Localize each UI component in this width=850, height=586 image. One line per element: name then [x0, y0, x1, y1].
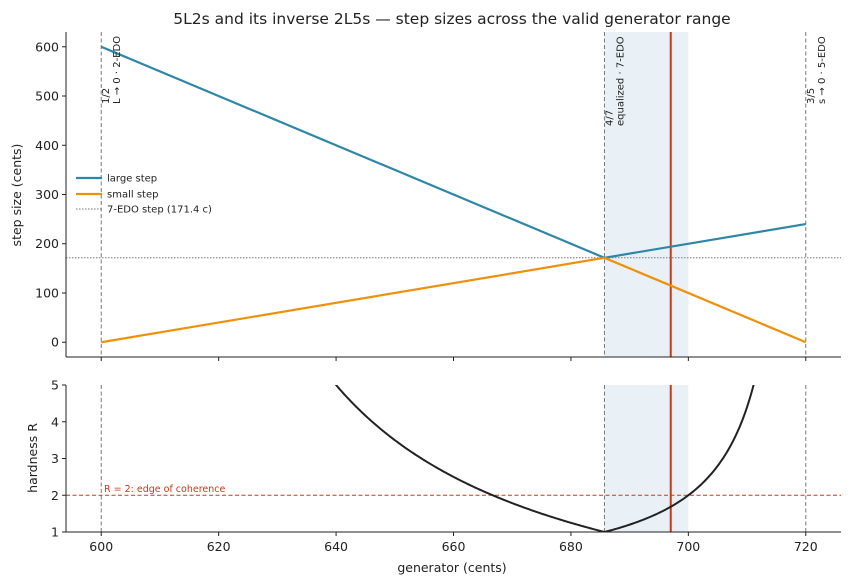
hardness-curve: [334, 385, 755, 532]
x-tick-label: 720: [794, 539, 818, 554]
bottom-panel: 1 2 3 4 5 600 620 640 660 680 700 720 R = 2: edge …: [25, 378, 841, 575]
legend-label-small-step: small step: [107, 190, 158, 201]
marker-note-label: s → 0 · 5-EDO: [817, 36, 828, 104]
top-y-axis-label: step size (cents): [9, 144, 24, 247]
x-tick-label: 620: [207, 539, 231, 554]
y-tick-label-bottom: 4: [51, 414, 59, 429]
legend-label-7edo: 7-EDO step (171.4 c): [107, 205, 212, 216]
y-tick-label-bottom: 5: [51, 378, 59, 393]
y-tick-label: 0: [51, 335, 59, 350]
y-tick-label: 500: [35, 89, 59, 104]
bottom-y-ticks: 1 2 3 4 5: [51, 378, 66, 540]
marker-ratio-label: 1/2: [101, 88, 112, 104]
marker-note-label: L → 0 · 2-EDO: [112, 36, 123, 104]
y-tick-label: 400: [35, 138, 59, 153]
bottom-x-ticks: 600 620 640 660 680 700 720: [89, 532, 818, 554]
marker-ratio-label: 3/5: [806, 88, 817, 104]
x-tick-label: 640: [324, 539, 348, 554]
top-y-ticks: 0 100 200 300 400 500 600: [35, 39, 66, 350]
top-x-ticks: [100, 357, 807, 361]
series-line-small-step: [101, 256, 807, 344]
y-tick-label-bottom: 3: [51, 451, 59, 466]
y-tick-label: 300: [35, 187, 59, 202]
coherence-label: R = 2: edge of coherence: [104, 484, 225, 495]
x-axis-label: generator (cents): [397, 560, 506, 575]
x-tick-label: 660: [442, 539, 466, 554]
y-tick-label-bottom: 2: [51, 488, 59, 503]
shaded-band-bottom: [604, 385, 689, 532]
x-tick-label: 680: [559, 539, 583, 554]
marker-ratio-label: 4/7: [604, 110, 615, 126]
y-tick-label: 100: [35, 285, 59, 300]
marker-note-label: equalized · 7-EDO: [615, 36, 626, 126]
x-tick-label: 700: [676, 539, 700, 554]
series-line-large-step: [100, 45, 806, 259]
y-tick-label: 600: [35, 39, 59, 54]
legend-label-large-step: large step: [107, 174, 157, 185]
y-tick-label: 200: [35, 236, 59, 251]
top-panel: 0 100 200 300 400 500 600 1/2 L → 0 · 2-EDO 4/7 e…: [9, 32, 841, 361]
legend: large step small step 7-EDO step (171.4 …: [76, 174, 212, 216]
x-tick-label: 600: [89, 539, 113, 554]
y-tick-label-bottom: 1: [51, 525, 59, 540]
bottom-y-axis-label: hardness R: [25, 423, 40, 493]
marker-labels: 1/2 L → 0 · 2-EDO 4/7 equalized · 7-EDO 3/5 s…: [101, 36, 828, 126]
chart-title: 5L2s and its inverse 2L5s — step sizes a…: [173, 10, 730, 28]
marker-lines-bottom: [100, 385, 807, 532]
shaded-band-top: [604, 32, 689, 357]
